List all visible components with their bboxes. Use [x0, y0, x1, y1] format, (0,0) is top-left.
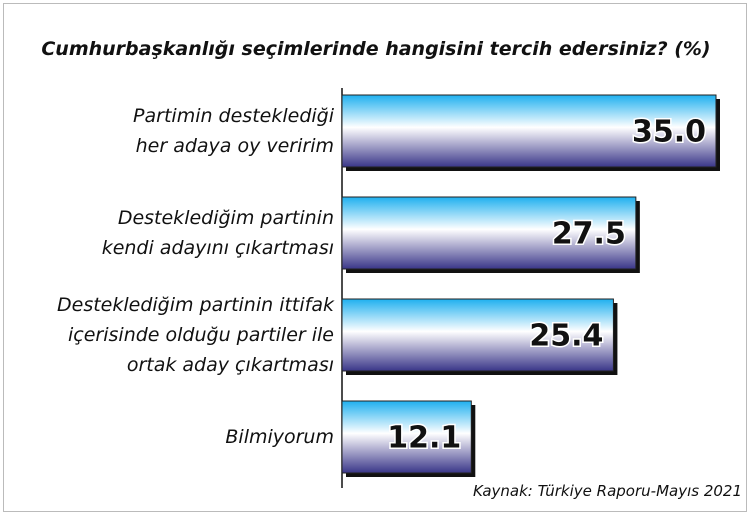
chart-title: Cumhurbaşkanlığı seçimlerinde hangisini … [41, 38, 711, 60]
bar [341, 196, 637, 270]
category-label: Desteklediğim partinin ittifak içerisind… [57, 294, 334, 376]
category-label: Desteklediğim partinin kendi adayını çık… [101, 207, 334, 259]
category-label: Bilmiyorum [225, 426, 334, 448]
value-label: 25.4 [529, 319, 603, 354]
category-label: Partimin desteklediği her adaya oy verir… [133, 105, 334, 157]
value-label: 35.0 [632, 115, 706, 150]
source-note: Kaynak: Türkiye Raporu-Mayıs 2021 [473, 482, 742, 500]
frame [3, 3, 747, 512]
value-label: 27.5 [552, 217, 626, 252]
bar [341, 400, 472, 474]
value-label: 12.1 [387, 421, 461, 456]
bar [341, 94, 717, 168]
bar [341, 298, 614, 372]
